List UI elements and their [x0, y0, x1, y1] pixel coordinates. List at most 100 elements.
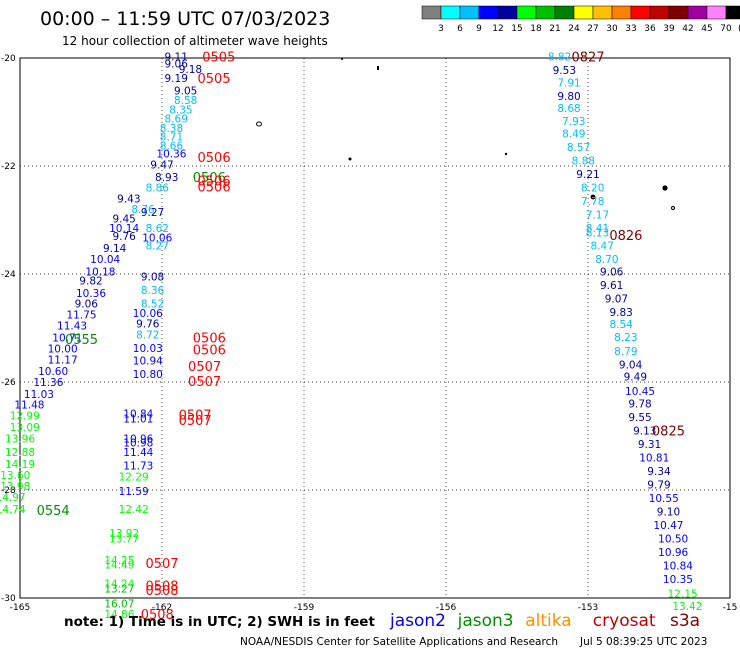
- wave-height-value: 7.17: [586, 210, 609, 222]
- wave-height-value: 10.36: [76, 288, 106, 300]
- wave-height-value: 9.06: [75, 299, 99, 311]
- wave-height-value: 8.36: [141, 285, 165, 297]
- pass-time-label: 0508: [141, 608, 174, 623]
- colorbar-swatch: [687, 5, 708, 20]
- colorbar-swatch: [668, 5, 689, 20]
- colorbar-tick: 12: [492, 24, 503, 34]
- legend-cryosat: cryosat: [593, 611, 656, 631]
- wave-height-value: 10.71: [52, 333, 82, 345]
- wave-height-value: 14.86: [104, 609, 134, 621]
- wave-height-value: 9.05: [174, 85, 197, 97]
- pass-time-label: 0825: [652, 425, 685, 440]
- wave-height-value: 11.59: [119, 486, 149, 498]
- wave-height-labels: 9.119.069.189.199.058.588.358.698.388.71…: [0, 51, 702, 621]
- wave-height-value: 8.52: [141, 299, 164, 311]
- wave-height-value: 8.58: [174, 95, 197, 107]
- wave-height-value: 14.25: [104, 555, 134, 567]
- wave-height-value: 13.96: [5, 434, 35, 446]
- pass-time-label: 0506: [198, 175, 231, 190]
- wave-height-value: 14.24: [104, 578, 134, 590]
- wave-height-value: 8.57: [567, 142, 590, 154]
- colorbar-tick: 21: [549, 24, 560, 34]
- wave-height-value: 8.70: [595, 254, 618, 266]
- island-4: [504, 152, 508, 156]
- wave-height-value: 9.76: [136, 319, 160, 331]
- wave-height-value: 11.17: [48, 354, 78, 366]
- wave-height-value: 13.92: [109, 528, 139, 540]
- colorbar-swatch: [630, 5, 651, 20]
- wave-height-value: 10.06: [133, 308, 163, 320]
- island-8: [341, 58, 343, 60]
- wave-height-value: 9.19: [165, 73, 188, 85]
- pass-time-label: 0506: [193, 344, 226, 359]
- wave-height-value: 8.69: [165, 113, 188, 125]
- wave-height-value: 9.21: [576, 169, 599, 181]
- wave-height-value: 9.83: [609, 307, 632, 319]
- colorbar-swatch: [497, 5, 518, 20]
- legend-altika: altika: [525, 611, 572, 631]
- wave-height-value: 9.82: [79, 275, 102, 287]
- wave-height-value: 9.34: [647, 466, 671, 478]
- pass-time-label: 0507: [145, 557, 178, 572]
- wave-height-value: 13.60: [0, 470, 30, 482]
- wave-height-value: 8.72: [136, 329, 159, 341]
- wave-height-value: 9.11: [165, 51, 188, 63]
- wave-height-value: 11.03: [24, 389, 54, 401]
- colorbar-tick: 30: [606, 24, 618, 34]
- wave-height-value: 12.29: [119, 472, 149, 484]
- wave-height-value: 8.71: [160, 131, 183, 143]
- wave-height-value: 10.47: [653, 520, 683, 532]
- pass-time-label: 0506: [193, 171, 226, 186]
- colorbar-swatch: [440, 5, 461, 20]
- wave-height-value: 13.27: [104, 583, 134, 595]
- pass-time-label: 0507: [188, 375, 221, 390]
- wave-height-value: 11.48: [14, 400, 44, 412]
- chart-title: 00:00 – 11:59 UTC 07/03/2023: [40, 8, 330, 30]
- colorbar-swatch: [535, 5, 556, 20]
- colorbar-tick: 70: [720, 24, 732, 34]
- wave-height-value: 10.96: [658, 547, 688, 559]
- wave-height-value: 12.15: [668, 589, 698, 601]
- wave-height-value: 7.93: [562, 116, 585, 128]
- wave-height-value: 9.31: [638, 439, 661, 451]
- legend-jason2: jason2: [389, 611, 446, 631]
- y-tick-label: -26: [1, 378, 16, 388]
- y-tick-label: -20: [1, 54, 16, 64]
- y-tick-label: -30: [1, 594, 16, 604]
- pass-time-label: 0506: [198, 151, 231, 166]
- wave-height-value: 8.20: [581, 183, 604, 195]
- wave-height-value: 14.49: [104, 560, 134, 572]
- colorbar-swatch: [516, 5, 537, 20]
- y-tick-label: -22: [1, 162, 16, 172]
- wave-height-value: 10.36: [156, 149, 186, 161]
- pass-time-label: 0505: [198, 72, 231, 87]
- island-3: [348, 157, 352, 161]
- colorbar-swatch: [725, 5, 740, 20]
- pass-time-label: 0508: [145, 580, 178, 595]
- pass-time-label: 0507: [188, 360, 221, 375]
- wave-height-value: 11.36: [33, 377, 63, 389]
- satellite-legend: jason2 jason3 altika cryosat s3a: [389, 611, 700, 631]
- colorbar-tick: 33: [625, 24, 636, 34]
- colorbar-tick: 45: [701, 24, 712, 34]
- colorbar-swatch: [554, 5, 575, 20]
- pass-time-label: 0826: [609, 229, 642, 244]
- pass-time-labels: 0505050505060506050605060506050605550507…: [37, 50, 685, 623]
- colorbar-tick: 27: [587, 24, 598, 34]
- island-markers: [256, 58, 675, 210]
- footer-note: note: 1) Time is in UTC; 2) SWH is in fe…: [64, 614, 375, 630]
- wave-height-value: 10.04: [90, 254, 120, 266]
- wave-height-value: 14.97: [0, 492, 26, 504]
- wave-height-value: 7.78: [581, 196, 604, 208]
- wave-height-value: 9.43: [117, 193, 140, 205]
- wave-height-value: 12.99: [10, 410, 40, 422]
- wave-height-value: 10.60: [38, 366, 68, 378]
- pass-time-label: 0506: [193, 332, 226, 347]
- wave-height-value: 12.42: [119, 504, 149, 516]
- wave-height-value: 8.41: [586, 223, 609, 235]
- wave-height-value: 8.47: [591, 240, 614, 252]
- wave-height-value: 11.43: [57, 320, 87, 332]
- wave-height-value: 8.49: [562, 129, 585, 141]
- colorbar-tick: 3: [438, 24, 444, 34]
